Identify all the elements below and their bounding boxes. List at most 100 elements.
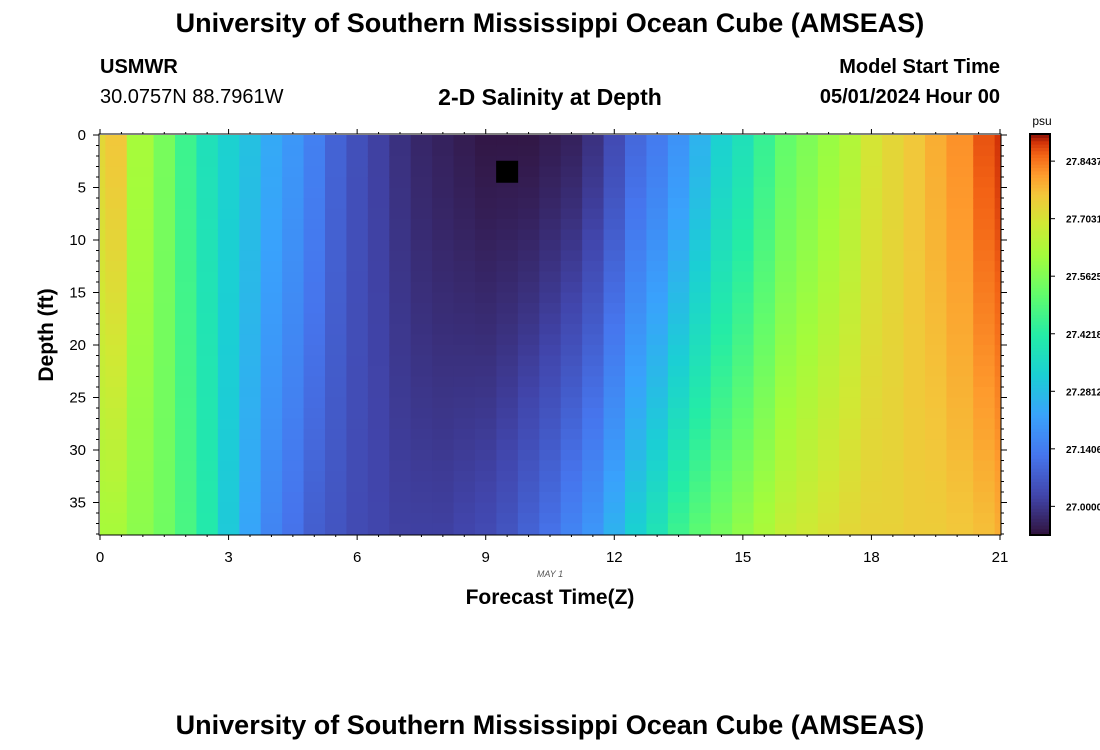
heatmap-cell <box>710 376 733 388</box>
heatmap-cell <box>625 439 648 451</box>
heatmap-cell <box>325 145 348 157</box>
heatmap-cell <box>153 282 176 294</box>
heatmap-cell <box>346 292 369 304</box>
heatmap-cell <box>689 334 712 346</box>
heatmap-cell <box>903 324 926 336</box>
colorbar-segment <box>1030 461 1050 466</box>
heatmap-cell <box>105 460 128 472</box>
heatmap-cell <box>496 523 519 535</box>
colorbar-segment <box>1030 144 1050 148</box>
heatmap-cell <box>882 240 905 252</box>
heatmap-cell <box>346 355 369 367</box>
colorbar-segment <box>1030 518 1050 523</box>
heatmap-cell <box>582 492 605 504</box>
heatmap-cell <box>325 166 348 178</box>
heatmap-cell <box>582 366 605 378</box>
heatmap-cell <box>994 145 1001 157</box>
heatmap-cell <box>432 450 455 462</box>
heatmap-cell <box>646 261 669 273</box>
heatmap-cell <box>646 429 669 441</box>
heatmap-cell <box>196 240 219 252</box>
heatmap-cell <box>453 282 476 294</box>
colorbar-segment <box>1030 408 1050 412</box>
heatmap-cell <box>560 166 583 178</box>
heatmap-cell <box>196 303 219 315</box>
heatmap-cell <box>973 345 996 357</box>
heatmap-cell <box>817 198 840 210</box>
footer-title: University of Southern Mississippi Ocean… <box>175 710 925 740</box>
colorbar-segment <box>1030 227 1050 232</box>
heatmap-cell <box>994 187 1001 199</box>
heatmap-cell <box>625 513 648 525</box>
heatmap-cell <box>410 282 433 294</box>
heatmap-cell <box>196 208 219 220</box>
heatmap-cell <box>105 366 128 378</box>
heatmap-cell <box>475 261 498 273</box>
heatmap-cell <box>582 166 605 178</box>
heatmap-cell <box>860 345 883 357</box>
heatmap-cell <box>410 219 433 231</box>
colorbar-segment <box>1030 230 1050 235</box>
heatmap-cell <box>839 345 862 357</box>
heatmap-cell <box>496 376 519 388</box>
heatmap-cell <box>667 324 690 336</box>
heatmap-cell <box>973 366 996 378</box>
heatmap-cell <box>367 324 390 336</box>
heatmap-cell <box>126 471 155 483</box>
heatmap-cell <box>539 502 562 514</box>
heatmap-cell <box>689 324 712 336</box>
colorbar-tick-label: 27.5625 <box>1066 272 1100 283</box>
heatmap-cell <box>753 198 776 210</box>
heatmap-cell <box>839 229 862 241</box>
heatmap-cell <box>126 408 155 420</box>
heatmap-cell <box>389 208 412 220</box>
heatmap-cell <box>710 460 733 472</box>
heatmap-cell <box>303 156 326 168</box>
heatmap-cell <box>239 523 262 535</box>
heatmap-cell <box>325 261 348 273</box>
heatmap-cell <box>839 187 862 199</box>
heatmap-cell <box>839 219 862 231</box>
heatmap-cell <box>325 187 348 199</box>
heatmap-cell <box>625 523 648 535</box>
heatmap-cell <box>196 523 219 535</box>
heatmap-cell <box>496 282 519 294</box>
chart-subtitle: 2-D Salinity at Depth <box>438 84 662 110</box>
heatmap-cell <box>994 460 1001 472</box>
heatmap-cell <box>282 145 305 157</box>
heatmap-cell <box>646 376 669 388</box>
y-tick-label: 0 <box>78 127 86 144</box>
heatmap-cell <box>475 187 498 199</box>
heatmap-cell <box>260 397 283 409</box>
colorbar-segment <box>1030 434 1050 439</box>
heatmap-cell <box>410 303 433 315</box>
heatmap-cell <box>196 166 219 178</box>
heatmap-cell <box>839 450 862 462</box>
heatmap-cell <box>175 313 198 325</box>
heatmap-cell <box>196 492 219 504</box>
heatmap-cell <box>539 439 562 451</box>
heatmap-cell <box>410 166 433 178</box>
heatmap-cell <box>239 408 262 420</box>
heatmap-cell <box>646 513 669 525</box>
heatmap-cell <box>882 313 905 325</box>
heatmap-cell <box>646 502 669 514</box>
heatmap-cell <box>646 450 669 462</box>
heatmap-cell <box>282 366 305 378</box>
heatmap-cell <box>710 229 733 241</box>
heatmap-cell <box>582 303 605 315</box>
heatmap-cell <box>667 450 690 462</box>
heatmap-cell <box>175 334 198 346</box>
heatmap-cell <box>775 439 798 451</box>
heatmap-cell <box>175 366 198 378</box>
heatmap-cell <box>410 460 433 472</box>
heatmap-cell <box>817 324 840 336</box>
heatmap-cell <box>839 250 862 262</box>
colorbar-segment <box>1030 160 1050 165</box>
heatmap-cell <box>325 418 348 430</box>
heatmap-cell <box>410 523 433 535</box>
heatmap-cell <box>389 408 412 420</box>
heatmap-cell <box>517 240 540 252</box>
heatmap-cell <box>196 439 219 451</box>
heatmap-cell <box>432 366 455 378</box>
